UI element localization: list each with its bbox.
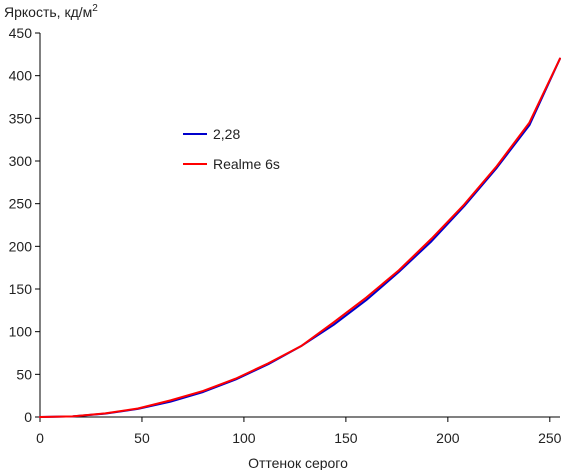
legend-label-0: 2,28 [213, 126, 240, 142]
y-tick-label: 450 [9, 25, 33, 41]
y-tick-label: 400 [9, 68, 33, 84]
y-axis-title-superscript: 2 [92, 3, 98, 14]
x-tick-label: 100 [232, 430, 256, 446]
y-axis-title: Яркость, кд/м2 [4, 3, 98, 20]
series-line-1 [39, 57, 561, 418]
x-ticks: 0 50 100 150 200 250 [36, 417, 562, 446]
y-tick-label: 200 [9, 238, 33, 254]
series-lines [39, 57, 561, 418]
x-tick-label: 0 [36, 430, 44, 446]
y-tick-label: 350 [9, 110, 33, 126]
y-ticks: 0 50 100 150 200 250 300 350 400 450 [9, 25, 40, 425]
x-tick-label: 250 [538, 430, 562, 446]
legend: 2,28 Realme 6s [183, 126, 280, 172]
y-axis-title-text: Яркость, кд/м [4, 4, 92, 20]
y-tick-label: 250 [9, 196, 33, 212]
y-tick-label: 300 [9, 153, 33, 169]
axes [39, 33, 560, 418]
series-line-0 [39, 57, 561, 418]
x-tick-label: 50 [134, 430, 150, 446]
y-tick-label: 100 [9, 324, 33, 340]
y-tick-label: 0 [24, 409, 32, 425]
x-tick-label: 200 [436, 430, 460, 446]
y-tick-label: 50 [16, 366, 32, 382]
x-tick-label: 150 [334, 430, 358, 446]
x-axis-title: Оттенок серого [248, 455, 348, 470]
legend-label-1: Realme 6s [213, 156, 280, 172]
y-tick-label: 150 [9, 281, 33, 297]
